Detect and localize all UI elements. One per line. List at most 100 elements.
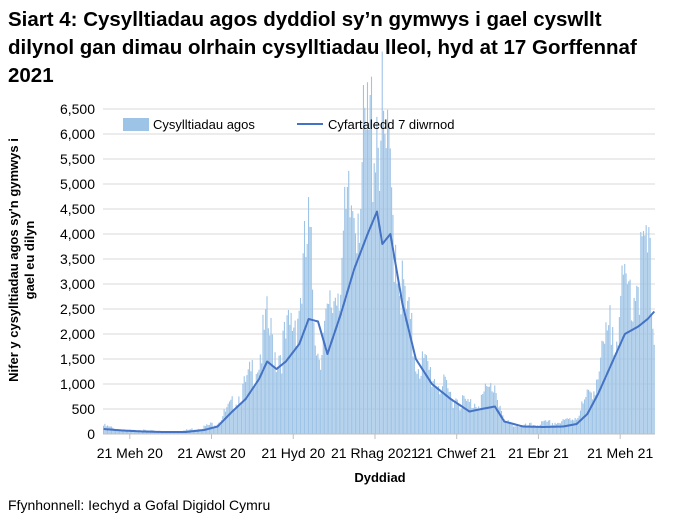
line-series [103,210,656,433]
bar [441,386,444,434]
bar [480,394,482,434]
bar [348,170,350,434]
bar [589,391,591,434]
bar [388,122,390,434]
bar [250,371,252,434]
bar [153,431,155,434]
bar [245,381,247,434]
bar [593,391,595,434]
bar [507,420,509,434]
bar [632,321,634,434]
bar [364,107,366,434]
bar [305,256,307,434]
bar [445,379,448,434]
bar [379,190,381,434]
y-tick-label: 3,500 [60,251,95,267]
bar [295,346,298,434]
bar [373,163,375,434]
bar [346,186,348,434]
bar [238,396,240,434]
bar [498,407,500,434]
bar [267,328,269,434]
bar [121,430,123,434]
bar [551,422,553,434]
bar [385,148,387,435]
bar [602,341,604,434]
bar [431,386,433,434]
bar [328,303,330,434]
bar [598,371,600,434]
y-tick-label: 500 [72,401,96,417]
bar [597,379,599,434]
bar [415,371,417,434]
bar [253,387,255,434]
legend-line-label: Cyfartaledd 7 diwrnod [328,117,454,132]
bar [321,354,323,434]
bar [298,310,300,434]
bar [128,430,130,434]
bar [285,338,287,434]
bar [116,429,118,434]
bar [200,429,202,434]
bar [115,429,117,434]
bar [257,372,259,434]
bar [384,133,386,434]
bar [510,421,512,434]
bar [475,406,477,434]
bar [420,375,422,434]
bar [274,352,276,434]
bar [454,401,456,434]
bar [533,424,535,434]
bar [527,425,529,434]
bar [638,314,641,434]
bar [596,379,598,434]
bar [215,425,217,434]
bar [263,329,265,434]
bar [124,429,126,434]
bar [499,405,501,434]
bar [600,357,602,434]
bar [614,352,616,434]
bar [561,421,563,434]
y-axis-title-line-2: gael eu dilyn [22,221,37,300]
bar [265,309,267,434]
bar [645,225,647,434]
bar [409,318,411,434]
bar [219,421,221,434]
bar [488,386,490,434]
bar [634,301,636,434]
bar [370,76,373,435]
bar [293,327,295,434]
bar [365,129,367,434]
bar [334,297,336,434]
bar [380,140,382,434]
bar [368,130,370,434]
y-tick-label: 1,500 [60,351,95,367]
bar [586,389,588,434]
bar [555,424,557,434]
y-tick-label: 6,000 [60,126,95,142]
bar [459,410,461,434]
bar [558,422,560,434]
bar [504,421,507,434]
x-tick-label: 21 Meh 20 [97,445,163,461]
bar [340,294,342,434]
bar [581,401,583,434]
bar [393,281,395,434]
bar [341,257,343,434]
bar [616,341,618,434]
bar [636,285,638,434]
bar [553,425,555,434]
bar [637,287,639,434]
bar [492,392,494,434]
x-tick-label: 21 Ebr 21 [508,445,569,461]
bar [518,426,520,434]
bar [135,431,137,434]
bar [307,197,310,434]
bar [338,310,340,434]
bar [448,391,450,434]
bar [508,421,511,434]
bar [515,425,517,434]
bar [525,423,527,434]
bar [444,376,446,434]
